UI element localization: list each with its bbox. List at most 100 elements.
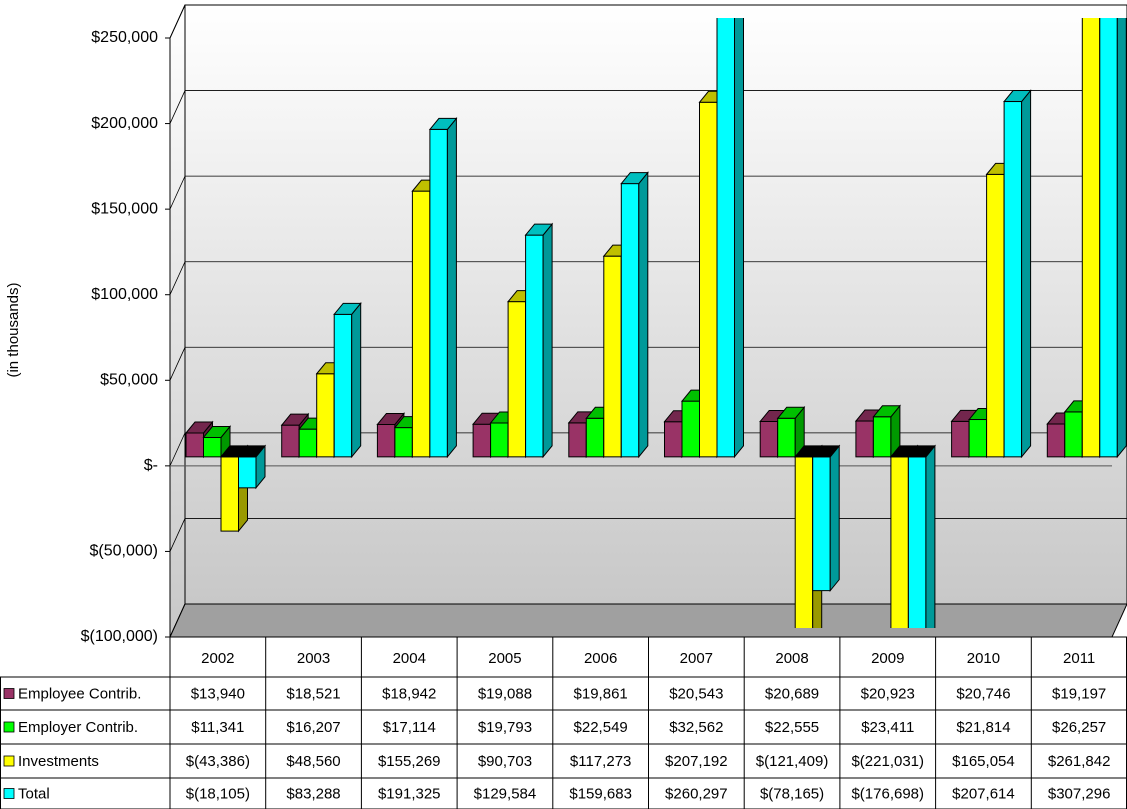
legend-swatch [3, 755, 15, 767]
bar-side [446, 117, 457, 459]
legend-swatch [3, 688, 15, 699]
table-value: $165,054 [952, 753, 1015, 770]
bar-front [490, 422, 509, 458]
x-tick-label: 2004 [393, 650, 426, 667]
bar-front [716, 18, 735, 458]
bar-side [1021, 89, 1032, 459]
table-value: $90,703 [478, 753, 532, 770]
bar-side [734, 18, 744, 459]
bar-front [986, 173, 1005, 458]
bar-front [664, 421, 683, 458]
table-value: $(221,031) [851, 753, 924, 770]
bar-top [872, 405, 901, 418]
y-tick-label: $50,000 [100, 372, 158, 389]
grid-line [169, 432, 1127, 467]
legend-label: Total [18, 785, 50, 802]
legend-label: Employee Contrib. [18, 685, 141, 702]
bar-top [237, 445, 267, 458]
bar-front [585, 417, 605, 458]
table-value: $260,297 [665, 785, 728, 802]
table-value: $159,683 [569, 785, 632, 802]
bar-front [620, 183, 640, 458]
bar-side [542, 222, 553, 459]
bar-front [777, 417, 796, 458]
bar-front [429, 128, 448, 458]
bar-front [220, 456, 239, 532]
table-value: $261,842 [1048, 753, 1111, 770]
table-value: $23,411 [861, 719, 914, 736]
bar-front [376, 423, 396, 458]
bar-front [872, 416, 892, 458]
bar [237, 444, 267, 490]
table-value: $20,543 [669, 685, 723, 702]
y-tick-label: $150,000 [91, 200, 158, 217]
table-value: $83,288 [286, 785, 340, 802]
bar-front [185, 432, 204, 458]
table-value: $207,614 [952, 785, 1015, 802]
table-value: $20,746 [956, 685, 1010, 702]
table-value: $22,549 [574, 719, 628, 736]
bar-top [1003, 90, 1032, 103]
table-value: $(78,165) [760, 785, 824, 802]
y-tick-label: $- [144, 457, 158, 474]
table-value: $(18,105) [186, 785, 250, 802]
x-tick-label: 2005 [488, 650, 521, 667]
table-value: $(121,409) [756, 753, 829, 770]
x-tick-label: 2007 [680, 650, 713, 667]
bar [776, 405, 806, 459]
table-value: $48,560 [286, 753, 340, 770]
bar-front [1046, 423, 1066, 458]
y-tick-label: $(100,000) [81, 628, 158, 645]
bar-front [525, 234, 544, 458]
bar-front [507, 301, 527, 458]
table-value: $19,793 [478, 719, 532, 736]
grid-line [169, 261, 1127, 295]
legend-label: Employer Contrib. [18, 719, 138, 736]
bar-front [968, 419, 988, 458]
bar-front [699, 101, 718, 458]
table-value: $18,942 [382, 685, 436, 702]
bar [620, 171, 649, 459]
y-tick-label: $200,000 [91, 115, 158, 132]
bar-front [333, 313, 353, 458]
table-value: $155,269 [378, 753, 441, 770]
x-tick-label: 2003 [297, 650, 330, 667]
bar-front [951, 420, 970, 458]
table-value: $11,341 [191, 719, 244, 736]
bar-front [568, 422, 587, 458]
bar-front [907, 456, 927, 628]
bar [333, 301, 362, 459]
bar-side [829, 444, 840, 593]
bar-front [411, 190, 431, 458]
side-wall [169, 4, 186, 638]
table-value: $191,325 [378, 785, 441, 802]
bar [907, 444, 936, 628]
x-tick-label: 2011 [1063, 650, 1095, 667]
table-value: $26,257 [1052, 719, 1106, 736]
bar [872, 404, 901, 459]
grid-line [169, 175, 1127, 210]
bar-top [428, 117, 458, 130]
bar-front [238, 456, 257, 489]
x-tick-label: 2002 [201, 650, 234, 667]
bar-front [394, 427, 413, 458]
y-axis-label: (in thousands) [5, 282, 22, 377]
bar-side [351, 301, 362, 459]
table-value: $20,923 [861, 685, 915, 702]
table-value: $19,088 [478, 685, 532, 702]
table-value: $21,814 [956, 719, 1010, 736]
bar-top [280, 413, 310, 426]
legend-label: Investments [18, 753, 99, 770]
bar-front [298, 428, 318, 458]
legend-swatch [3, 721, 15, 733]
table-value: $20,689 [765, 685, 819, 702]
table-value: $(43,386) [186, 753, 250, 770]
table-value: $307,296 [1048, 785, 1111, 802]
table-value: $207,192 [665, 753, 728, 770]
table-value: $19,197 [1052, 685, 1106, 702]
table-value: $22,555 [765, 719, 819, 736]
bar-front [316, 373, 335, 458]
x-tick-label: 2008 [775, 650, 808, 667]
bar-front [281, 424, 300, 458]
bar-top [524, 223, 554, 236]
